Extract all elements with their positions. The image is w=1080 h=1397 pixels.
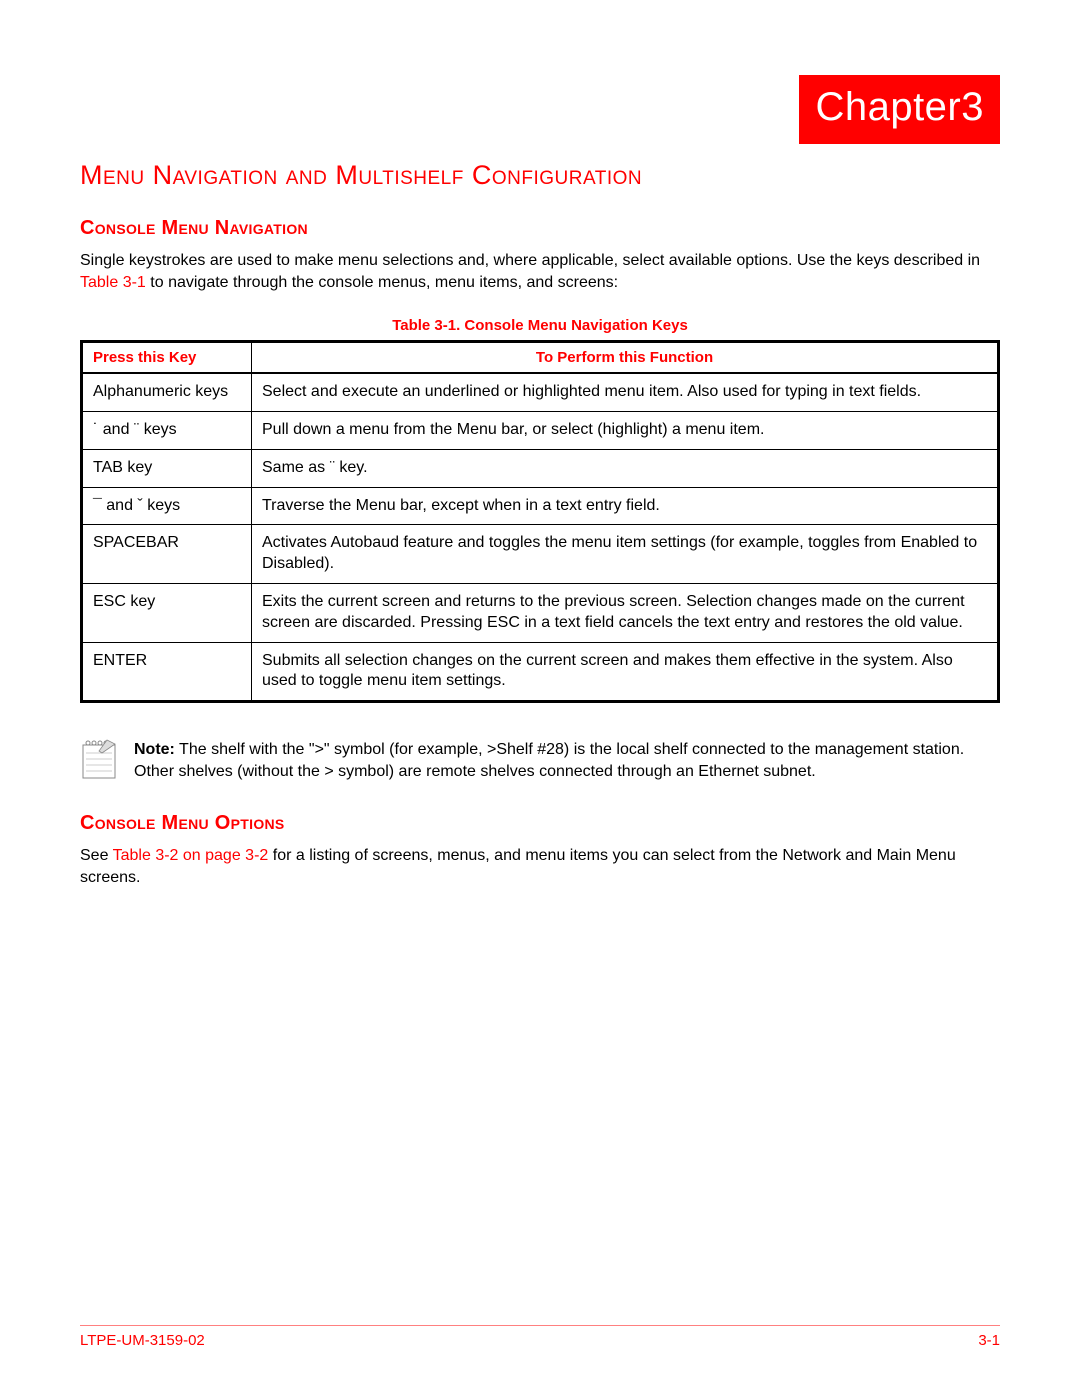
table-header-function: To Perform this Function	[252, 342, 999, 374]
chapter-number: 3	[961, 85, 984, 129]
note-label: Note:	[134, 741, 175, 758]
note-block: Note: The shelf with the ">" symbol (for…	[80, 739, 1000, 786]
navigation-keys-table: Press this Key To Perform this Function …	[80, 340, 1000, 703]
table-cell-func: Activates Autobaud feature and toggles t…	[252, 525, 999, 584]
table-reference-link[interactable]: Table 3-1	[80, 274, 146, 291]
chapter-label: Chapter	[815, 85, 961, 129]
table-row: ˙ and ¨ keysPull down a menu from the Me…	[82, 411, 999, 449]
table-row: ENTERSubmits all selection changes on th…	[82, 642, 999, 702]
table-cell-key: ˙ and ¨ keys	[82, 411, 252, 449]
table-row: ¯ and ˇ keysTraverse the Menu bar, excep…	[82, 487, 999, 525]
table-cell-func: Same as ¨ key.	[252, 449, 999, 487]
table-row: Alphanumeric keysSelect and execute an u…	[82, 373, 999, 411]
chapter-badge: Chapter3	[799, 75, 1000, 144]
table-cell-key: TAB key	[82, 449, 252, 487]
table-cell-key: ESC key	[82, 583, 252, 642]
table-cell-func: Traverse the Menu bar, except when in a …	[252, 487, 999, 525]
table-cell-key: ¯ and ˇ keys	[82, 487, 252, 525]
table-cell-key: SPACEBAR	[82, 525, 252, 584]
page: Chapter3 Menu Navigation and Multishelf …	[0, 0, 1080, 1397]
intro-text-post: to navigate through the console menus, m…	[146, 274, 618, 291]
table-reference-link-2[interactable]: Table 3-2 on page 3-2	[113, 847, 269, 864]
table-row: ESC keyExits the current screen and retu…	[82, 583, 999, 642]
intro-paragraph-2: See Table 3-2 on page 3-2 for a listing …	[80, 845, 1000, 888]
section-heading-navigation: Console Menu Navigation	[80, 217, 1000, 240]
notepad-icon	[80, 739, 118, 786]
page-title: Menu Navigation and Multishelf Configura…	[80, 160, 1000, 191]
table-header-row: Press this Key To Perform this Function	[82, 342, 999, 374]
note-text: Note: The shelf with the ">" symbol (for…	[134, 739, 1000, 782]
page-footer: LTPE-UM-3159-02 3-1	[80, 1325, 1000, 1349]
table-cell-key: ENTER	[82, 642, 252, 702]
intro-paragraph-1: Single keystrokes are used to make menu …	[80, 250, 1000, 293]
table-cell-func: Submits all selection changes on the cur…	[252, 642, 999, 702]
document-id: LTPE-UM-3159-02	[80, 1332, 205, 1349]
table-header-key: Press this Key	[82, 342, 252, 374]
table-row: TAB keySame as ¨ key.	[82, 449, 999, 487]
note-body: The shelf with the ">" symbol (for examp…	[134, 741, 964, 780]
table-cell-func: Exits the current screen and returns to …	[252, 583, 999, 642]
table-cell-func: Select and execute an underlined or high…	[252, 373, 999, 411]
page-number: 3-1	[978, 1332, 1000, 1349]
table-cell-key: Alphanumeric keys	[82, 373, 252, 411]
table-caption: Table 3-1. Console Menu Navigation Keys	[80, 317, 1000, 334]
intro-text-pre: Single keystrokes are used to make menu …	[80, 252, 980, 269]
table-row: SPACEBARActivates Autobaud feature and t…	[82, 525, 999, 584]
options-text-pre: See	[80, 847, 113, 864]
section-heading-options: Console Menu Options	[80, 812, 1000, 835]
table-cell-func: Pull down a menu from the Menu bar, or s…	[252, 411, 999, 449]
